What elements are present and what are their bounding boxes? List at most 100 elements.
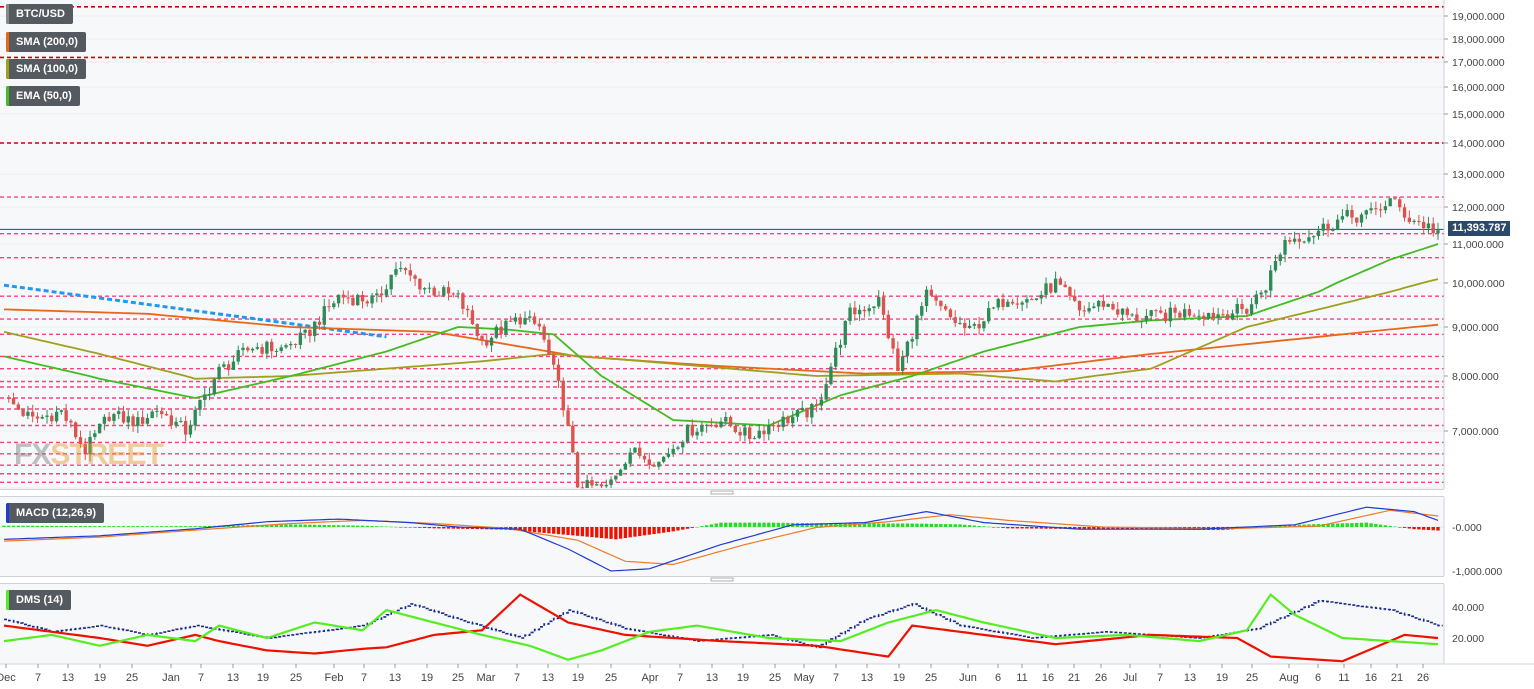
candle-body xyxy=(403,268,408,271)
x-tick-label: 21 xyxy=(1068,672,1080,684)
x-tick-label: 25 xyxy=(925,672,937,684)
candle-body xyxy=(929,289,933,296)
macd-histogram-bar xyxy=(771,522,776,527)
candle-body xyxy=(179,421,183,423)
x-tick-label: 19 xyxy=(893,672,905,684)
x-tick-label: 13 xyxy=(861,672,873,684)
candle-body xyxy=(1120,308,1125,315)
candle-body xyxy=(867,308,871,312)
macd-histogram-bar xyxy=(767,522,771,527)
macd-histogram-bar xyxy=(1307,524,1311,527)
candle-body xyxy=(762,430,766,435)
y-tick-label: 14,000.000 xyxy=(1452,138,1505,150)
macd-histogram-bar xyxy=(203,525,207,527)
candle-body xyxy=(891,338,895,349)
candle-body xyxy=(351,297,355,306)
macd-histogram-bar xyxy=(571,527,575,536)
macd-histogram-bar xyxy=(819,523,824,527)
candle-body xyxy=(1010,301,1015,304)
macd-histogram-bar xyxy=(1030,527,1034,529)
candle-body xyxy=(1355,217,1359,223)
resize-handle-icon xyxy=(710,577,734,582)
macd-histogram-bar xyxy=(1096,527,1101,530)
candle-body xyxy=(738,432,742,436)
x-tick-label: 13 xyxy=(389,672,401,684)
macd-histogram-bar xyxy=(31,525,35,527)
ema50-label[interactable]: EMA (50,0) xyxy=(6,86,80,106)
candle-body xyxy=(1335,219,1340,230)
candle-body xyxy=(896,348,900,371)
macd-histogram-bar xyxy=(408,527,412,528)
macd-histogram-bar xyxy=(977,525,981,527)
candle-body xyxy=(958,322,962,324)
candle-body xyxy=(293,343,298,345)
candle-body xyxy=(413,275,417,279)
candle-body xyxy=(1025,299,1029,303)
macd-histogram-bar xyxy=(293,524,298,527)
x-tick-label: 6 xyxy=(1315,672,1321,684)
candle-body xyxy=(78,437,83,445)
candle-body xyxy=(1312,236,1316,238)
candle-body xyxy=(1116,309,1120,315)
macd-histogram-bar xyxy=(695,527,699,528)
macd-histogram-bar xyxy=(953,524,957,527)
macd-histogram-bar xyxy=(1407,527,1411,529)
candle-body xyxy=(666,453,671,457)
candle-body xyxy=(781,416,785,428)
macd-histogram-bar xyxy=(418,527,422,528)
candle-body xyxy=(743,427,747,436)
candle-body xyxy=(246,347,250,351)
macd-histogram-bar xyxy=(1144,527,1149,530)
candle-body xyxy=(671,448,675,454)
candle-body xyxy=(661,456,666,462)
x-tick-label: 26 xyxy=(1095,672,1107,684)
macd-histogram-bar xyxy=(1106,527,1110,530)
x-tick-label: 25 xyxy=(452,672,464,684)
candle-body xyxy=(1015,303,1020,305)
x-tick-label: 13 xyxy=(1184,672,1196,684)
macd-histogram-bar xyxy=(814,523,819,527)
candle-body xyxy=(504,320,508,335)
candle-body xyxy=(786,416,790,424)
candle-body xyxy=(857,309,862,315)
candle-body xyxy=(365,301,369,304)
candle-body xyxy=(1288,239,1292,242)
macd-histogram-bar xyxy=(1101,527,1106,530)
candle-body xyxy=(1402,207,1407,218)
candle-body xyxy=(1039,294,1043,299)
macd-histogram-bar xyxy=(193,526,197,527)
candle-body xyxy=(198,399,202,410)
candle-body xyxy=(336,294,341,304)
macd-histogram-bar xyxy=(126,526,130,527)
macd-histogram-bar xyxy=(915,523,919,527)
symbol-label[interactable]: BTC/USD xyxy=(6,4,73,24)
candle-body xyxy=(877,297,881,307)
candle-body xyxy=(618,469,623,476)
macd-histogram-bar xyxy=(289,524,293,527)
candle-body xyxy=(623,463,628,470)
macd-histogram-bar xyxy=(877,523,881,527)
candle-body xyxy=(375,293,379,296)
sma100-label[interactable]: SMA (100,0) xyxy=(6,59,86,79)
sma200-label[interactable]: SMA (200,0) xyxy=(6,32,86,52)
macd-histogram-bar xyxy=(628,527,632,538)
macd-histogram-bar xyxy=(446,527,451,529)
macd-label[interactable]: MACD (12,26,9) xyxy=(6,503,105,523)
macd-histogram-bar xyxy=(389,526,393,528)
macd-histogram-bar xyxy=(728,522,733,527)
dms-label[interactable]: DMS (14) xyxy=(6,590,72,610)
candle-body xyxy=(585,480,589,488)
y-tick-label: 8,000.000 xyxy=(1452,371,1499,383)
candle-body xyxy=(140,417,145,424)
macd-histogram-bar xyxy=(313,524,317,527)
macd-histogram-bar xyxy=(1378,524,1383,527)
macd-histogram-bar xyxy=(967,525,972,527)
macd-histogram-bar xyxy=(623,527,628,538)
macd-histogram-bar xyxy=(963,524,967,527)
candle-body xyxy=(681,441,685,448)
macd-histogram-bar xyxy=(987,526,991,528)
macd-histogram-bar xyxy=(575,527,580,536)
candle-body xyxy=(1206,312,1211,319)
candle-body xyxy=(647,459,651,465)
